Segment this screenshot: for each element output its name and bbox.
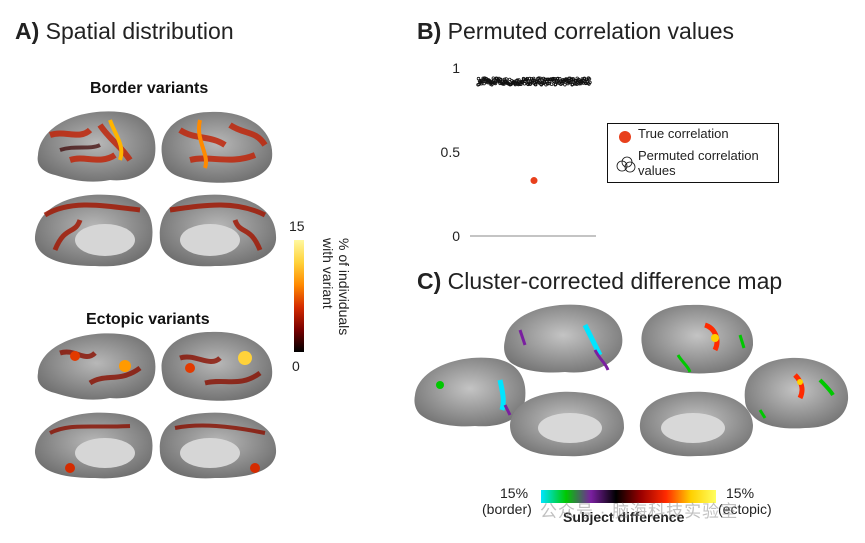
permuted-correlation-chart: 00.51 bbox=[441, 60, 596, 244]
ectopic-lateral-right-brain bbox=[161, 331, 273, 401]
permuted-value-point bbox=[553, 82, 558, 86]
border-variants-brain-images bbox=[35, 111, 277, 267]
subject-difference-colorbar bbox=[541, 490, 716, 503]
ectopic-variants-brain-images bbox=[35, 331, 277, 479]
legend-markers bbox=[616, 131, 636, 173]
legend-perm-label-line1: Permuted correlation bbox=[638, 148, 759, 163]
permuted-value-point bbox=[588, 80, 592, 85]
ectopic-medial-right-brain bbox=[159, 412, 277, 479]
panel-b-title: B) Permuted correlation values bbox=[417, 18, 734, 45]
permuted-value-point bbox=[549, 82, 554, 86]
colorbar-min-label: 0 bbox=[292, 358, 300, 374]
border-lateral-left-brain bbox=[37, 111, 156, 182]
legend-true-marker bbox=[619, 131, 631, 143]
ectopic-medial-left-brain bbox=[35, 412, 153, 479]
colorbar-left-label: (border) bbox=[482, 501, 532, 517]
colorbar-axis-label: % of individuals with variant bbox=[320, 238, 352, 335]
panel-a-letter: A) bbox=[15, 18, 40, 44]
permuted-value-point bbox=[563, 83, 567, 87]
permuted-value-point bbox=[587, 77, 592, 81]
border-medial-right-brain bbox=[159, 194, 277, 267]
permuted-value-point bbox=[522, 82, 527, 86]
ectopic-lateral-left-brain bbox=[37, 333, 156, 400]
panel-b-letter: B) bbox=[417, 18, 442, 44]
panel-b-title-text: Permuted correlation values bbox=[447, 18, 735, 44]
panel-c-title: C) Cluster-corrected difference map bbox=[417, 268, 782, 295]
permuted-value-point bbox=[534, 82, 538, 87]
colorbar-right-label: (ectopic) bbox=[718, 501, 772, 517]
colorbar-max-label: 15 bbox=[289, 218, 305, 234]
y-tick-label: 0.5 bbox=[441, 144, 461, 160]
difference-map-brain-images bbox=[414, 304, 849, 457]
difference-medial-left-brain bbox=[510, 391, 625, 457]
permuted-value-point bbox=[560, 81, 564, 86]
permuted-value-point bbox=[531, 78, 535, 82]
border-lateral-right-brain bbox=[161, 111, 273, 183]
difference-medial-right-brain bbox=[639, 391, 753, 457]
permuted-value-point bbox=[574, 79, 578, 83]
true-correlation-point bbox=[530, 177, 538, 185]
colorbar-axis-label-line2: with variant bbox=[320, 238, 336, 309]
variant-percentage-colorbar bbox=[294, 240, 304, 352]
permuted-value-point bbox=[527, 76, 532, 81]
legend-perm-label-line2: values bbox=[638, 163, 676, 178]
y-tick-label: 1 bbox=[452, 60, 460, 76]
panel-a-title: A) Spatial distribution bbox=[15, 18, 234, 45]
permuted-value-point bbox=[491, 76, 495, 80]
border-variants-label: Border variants bbox=[90, 80, 209, 97]
permuted-value-point bbox=[517, 78, 521, 82]
chart-legend: True correlation Permuted correlation va… bbox=[607, 123, 779, 183]
difference-lateral-left-tilted-brain bbox=[414, 357, 526, 427]
colorbar-axis-label-line1: % of individuals bbox=[336, 238, 352, 336]
colorbar-left-pct: 15% bbox=[500, 485, 529, 501]
panel-a-title-text: Spatial distribution bbox=[45, 18, 234, 44]
difference-lateral-left-brain bbox=[504, 304, 623, 373]
panel-c-letter: C) bbox=[417, 268, 442, 294]
legend-permuted-marker-3 bbox=[624, 161, 636, 173]
permuted-value-point bbox=[545, 82, 550, 86]
panel-c-title-text: Cluster-corrected difference map bbox=[447, 268, 783, 294]
permuted-value-point bbox=[577, 82, 581, 86]
colorbar-center-label: Subject difference bbox=[563, 509, 685, 525]
difference-lateral-right-tilted-brain bbox=[744, 357, 849, 429]
legend-true-label: True correlation bbox=[638, 126, 729, 141]
ectopic-variants-label: Ectopic variants bbox=[86, 311, 210, 328]
difference-lateral-right-brain bbox=[641, 304, 754, 374]
permuted-value-point bbox=[570, 82, 575, 86]
border-medial-left-brain bbox=[35, 194, 153, 267]
y-tick-label: 0 bbox=[452, 228, 460, 244]
permuted-value-point bbox=[584, 81, 588, 86]
colorbar-right-pct: 15% bbox=[726, 485, 755, 501]
permuted-value-point bbox=[502, 77, 507, 81]
permuted-value-point bbox=[515, 78, 520, 82]
watermark: 公众号 · 脑海科技实验室 bbox=[540, 502, 739, 521]
